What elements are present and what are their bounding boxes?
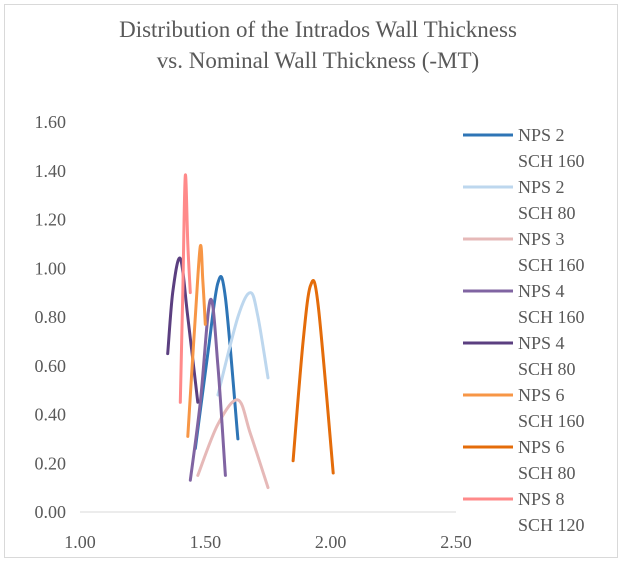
series-line-3 bbox=[196, 398, 270, 490]
y-axis-ticks: 0.00 0.20 0.40 0.60 0.80 1.00 1.20 1.40 1.60 bbox=[35, 112, 67, 522]
legend-label: SCH 80 bbox=[518, 203, 576, 223]
chart-title-line-1: Distribution of the Intrados Wall Thickn… bbox=[119, 17, 517, 42]
y-tick-label: 1.40 bbox=[35, 161, 67, 181]
x-axis-ticks: 1.00 1.50 2.00 2.50 bbox=[64, 532, 472, 552]
y-tick-label: 0.40 bbox=[35, 405, 67, 425]
series-line-4 bbox=[188, 298, 227, 482]
y-tick-label: 1.00 bbox=[35, 258, 67, 278]
legend-label: SCH 160 bbox=[518, 411, 585, 431]
legend-label: NPS 4 bbox=[518, 333, 565, 353]
series-line-2 bbox=[216, 291, 270, 397]
legend: NPS 2 SCH 160 NPS 2 SCH 80 NPS 3 SCH 160 NPS 4… bbox=[463, 125, 585, 535]
plot-area bbox=[166, 173, 335, 490]
series-line-1 bbox=[193, 275, 240, 451]
y-tick-label: 0.20 bbox=[35, 453, 67, 473]
x-tick-label: 2.50 bbox=[440, 532, 472, 552]
legend-label: SCH 120 bbox=[518, 515, 585, 535]
legend-label: SCH 160 bbox=[518, 307, 585, 327]
x-tick-label: 1.50 bbox=[190, 532, 222, 552]
y-tick-label: 0.00 bbox=[35, 502, 67, 522]
y-tick-label: 0.80 bbox=[35, 307, 67, 327]
legend-label: SCH 160 bbox=[518, 255, 585, 275]
chart-title-line-2: vs. Nominal Wall Thickness (-MT) bbox=[157, 48, 479, 73]
legend-label: NPS 8 bbox=[518, 489, 565, 509]
y-tick-label: 1.60 bbox=[35, 112, 67, 132]
legend-label: SCH 80 bbox=[518, 359, 576, 379]
legend-label: NPS 6 bbox=[518, 385, 565, 405]
legend-label: NPS 3 bbox=[518, 229, 565, 249]
legend-label: NPS 6 bbox=[518, 437, 565, 457]
legend-label: SCH 160 bbox=[518, 151, 585, 171]
series-line-8 bbox=[178, 173, 192, 404]
x-tick-label: 2.00 bbox=[315, 532, 347, 552]
legend-label: NPS 2 bbox=[518, 177, 565, 197]
series-line-6 bbox=[186, 243, 207, 438]
series-line-7 bbox=[291, 279, 335, 475]
legend-label: SCH 80 bbox=[518, 463, 576, 483]
x-tick-label: 1.00 bbox=[64, 532, 96, 552]
y-tick-label: 0.60 bbox=[35, 356, 67, 376]
legend-label: NPS 4 bbox=[518, 281, 565, 301]
legend-label: NPS 2 bbox=[518, 125, 565, 145]
y-tick-label: 1.20 bbox=[35, 210, 67, 230]
